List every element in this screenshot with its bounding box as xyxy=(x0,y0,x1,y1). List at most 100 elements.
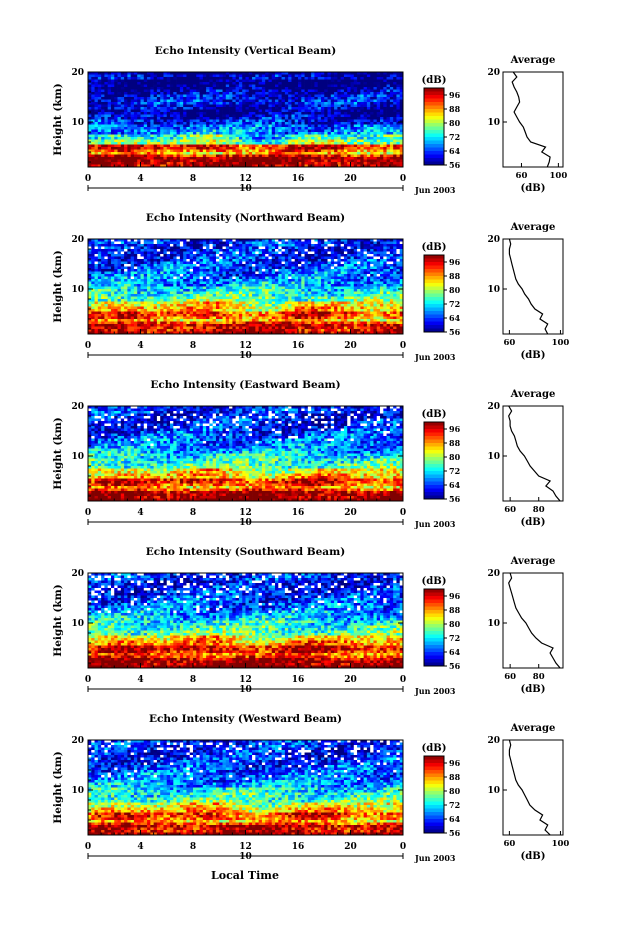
heatmap-cell xyxy=(255,246,259,250)
heatmap-cell xyxy=(386,157,391,160)
heatmap-cell xyxy=(396,142,401,145)
heatmap-cell xyxy=(232,77,237,80)
heatmap-cell xyxy=(350,127,355,130)
heatmap-cell xyxy=(248,246,253,250)
heatmap-cell xyxy=(268,251,273,255)
heatmap-cell xyxy=(219,79,223,83)
heatmap-cell xyxy=(383,157,387,160)
heatmap-cell xyxy=(120,254,125,257)
heatmap-cell xyxy=(301,122,305,125)
heatmap-cell xyxy=(271,99,276,103)
heatmap-cell xyxy=(268,259,273,262)
heatmap-cell xyxy=(357,139,361,143)
heatmap-cell xyxy=(110,162,115,165)
heatmap-cell xyxy=(219,114,223,118)
heatmap-cell xyxy=(314,122,319,125)
heatmap-cell xyxy=(94,256,99,260)
heatmap-cell xyxy=(268,117,273,120)
heatmap-cell xyxy=(212,77,217,80)
heatmap-cell xyxy=(389,129,394,133)
heatmap-cell xyxy=(275,149,279,153)
heatmap-cell xyxy=(196,246,200,250)
heatmap-cell xyxy=(393,241,397,245)
heatmap-cell xyxy=(245,109,250,113)
heatmap-cell xyxy=(265,99,269,103)
heatmap-cell xyxy=(275,124,279,128)
heatmap-cell xyxy=(265,144,269,148)
heatmap-cell xyxy=(340,117,345,120)
heatmap-cell xyxy=(133,114,138,118)
heatmap xyxy=(88,72,404,168)
heatmap-cell xyxy=(225,164,230,168)
heatmap-cell xyxy=(229,117,233,120)
heatmap-cell xyxy=(140,142,145,145)
heatmap-cell xyxy=(370,269,374,272)
heatmap-cell xyxy=(311,154,315,158)
heatmap-cell xyxy=(327,112,332,115)
heatmap-cell xyxy=(179,119,184,123)
heatmap-cell xyxy=(160,92,164,95)
heatmap-cell xyxy=(212,114,217,118)
heatmap-cell xyxy=(330,256,335,260)
heatmap-cell xyxy=(140,157,145,160)
heatmap-cell xyxy=(399,99,404,103)
heatmap-cell xyxy=(166,72,171,75)
heatmap-cell xyxy=(91,137,95,140)
heatmap-cell xyxy=(248,251,253,255)
heatmap-cell xyxy=(137,139,141,143)
heatmap-cell xyxy=(101,124,105,128)
heatmap-cell xyxy=(179,261,184,265)
heatmap-cell xyxy=(396,137,401,140)
heatmap-cell xyxy=(133,109,138,113)
heatmap-cell xyxy=(120,72,125,75)
heatmap-cell xyxy=(389,144,394,148)
heatmap-cell xyxy=(334,107,338,110)
heatmap-cell xyxy=(173,256,177,260)
heatmap-cell xyxy=(156,104,161,108)
heatmap-cell xyxy=(324,104,328,108)
heatmap-cell xyxy=(343,251,348,255)
heatmap-cell xyxy=(127,154,132,158)
heatmap-cell xyxy=(281,117,286,120)
heatmap-cell xyxy=(255,142,259,145)
heatmap-cell xyxy=(396,87,401,90)
heatmap-cell xyxy=(163,129,168,133)
heatmap-cell xyxy=(101,99,105,103)
heatmap-cell xyxy=(284,164,289,168)
heatmap-cell xyxy=(248,109,253,113)
heatmap-cell xyxy=(114,97,118,100)
heatmap-cell xyxy=(189,82,194,85)
heatmap-cell xyxy=(202,99,207,103)
heatmap-cell xyxy=(183,107,187,110)
heatmap-cell xyxy=(209,79,214,83)
heatmap-cell xyxy=(261,119,266,123)
heatmap-cell xyxy=(219,102,223,105)
heatmap-cell xyxy=(383,164,387,168)
heatmap-cell xyxy=(399,132,404,135)
heatmap-cell xyxy=(193,256,197,260)
heatmap-cell xyxy=(383,127,387,130)
heatmap-cell xyxy=(186,94,191,98)
heatmap-cell xyxy=(110,117,115,120)
heatmap-cell xyxy=(166,269,171,272)
heatmap-cell xyxy=(196,144,200,148)
x-tick-label: 0 xyxy=(400,174,406,184)
heatmap-cell xyxy=(114,261,118,265)
heatmap-cell xyxy=(147,107,151,110)
heatmap-cell xyxy=(298,84,302,88)
heatmap-cell xyxy=(327,132,332,135)
heatmap-cell xyxy=(186,266,191,270)
heatmap-cell xyxy=(133,162,138,165)
heatmap-cell xyxy=(357,99,361,103)
average-y-tick-label: 10 xyxy=(487,118,500,128)
heatmap-cell xyxy=(91,84,95,88)
heatmap-cell xyxy=(357,129,361,133)
heatmap-cell xyxy=(206,117,210,120)
heatmap-cell xyxy=(357,249,361,252)
heatmap-cell xyxy=(389,152,394,155)
heatmap-cell xyxy=(114,122,118,125)
heatmap-cell xyxy=(219,104,223,108)
heatmap-cell xyxy=(304,162,309,165)
heatmap-cell xyxy=(396,102,401,105)
heatmap-cell xyxy=(278,159,282,163)
